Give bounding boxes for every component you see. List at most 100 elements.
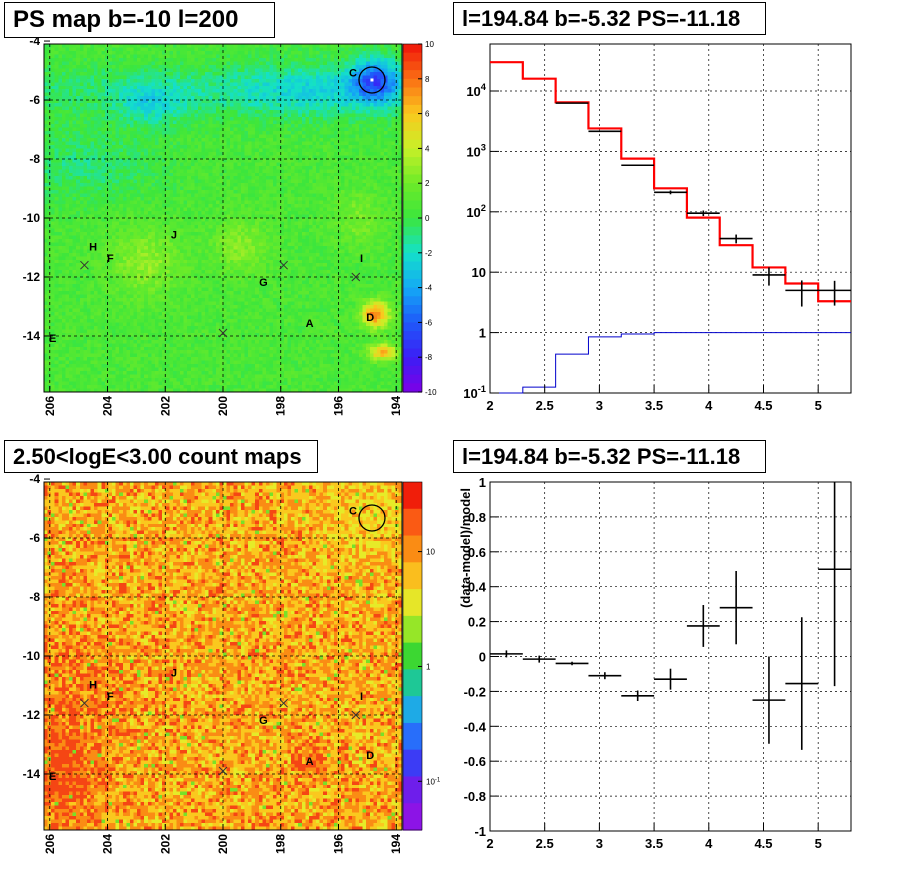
x-tick-label: 204 <box>101 396 115 416</box>
target-circle <box>358 504 386 532</box>
colorbar-label: -4 <box>425 284 433 293</box>
colorbar-cell <box>403 589 422 617</box>
colorbar-frame <box>402 43 423 393</box>
colorbar-cell <box>403 131 422 141</box>
colorbar-cell <box>403 374 422 384</box>
x-tick-label: 4.5 <box>754 836 772 851</box>
colorbar-cell <box>403 70 422 80</box>
x-tick-label: 206 <box>43 396 57 416</box>
colorbar-cell <box>403 270 422 280</box>
source-marker <box>351 710 361 720</box>
colorbar-label: 10-1 <box>426 777 441 786</box>
colorbar-cell <box>403 803 422 831</box>
y-tick-label: 0.8 <box>468 510 486 525</box>
colorbar-cell <box>403 44 422 54</box>
colorbar-cell <box>403 157 422 167</box>
y-tick-label: -12 <box>23 708 41 722</box>
colorbar-cell <box>403 296 422 306</box>
y-tick-label: 0.4 <box>468 580 487 595</box>
colorbar-cell <box>403 78 422 89</box>
y-tick-label: -0.6 <box>464 754 486 769</box>
count-map-title: 2.50<logE<3.00 count maps <box>4 440 318 473</box>
x-tick-label: 206 <box>43 834 57 854</box>
source-label: H <box>89 679 97 691</box>
colorbar-cell <box>403 122 422 132</box>
source-label: I <box>360 253 363 265</box>
source-marker <box>218 328 228 338</box>
y-axis-label: (data-model)/model <box>458 488 473 608</box>
source-marker <box>80 260 89 270</box>
source-label: G <box>259 277 268 289</box>
x-tick-label: 202 <box>158 834 172 854</box>
colorbar-cell <box>403 61 422 71</box>
colorbar-cell <box>403 313 422 323</box>
colorbar-cell <box>403 252 422 263</box>
y-tick-label: -6 <box>29 531 40 545</box>
colorbar-cell <box>403 562 422 590</box>
colorbar-cell <box>403 235 422 245</box>
y-tick-label: 0.2 <box>468 615 486 630</box>
y-tick-label: 0.6 <box>468 545 486 560</box>
x-tick-label: 4.5 <box>754 398 772 413</box>
colorbar-label: 6 <box>425 110 430 119</box>
x-tick-label: 194 <box>389 396 403 416</box>
y-tick-label: -4 <box>29 472 40 486</box>
x-tick-label: 2 <box>486 398 493 413</box>
colorbar-cell <box>403 139 422 149</box>
y-tick-label: 103 <box>466 143 486 160</box>
x-tick-label: 194 <box>389 834 403 854</box>
colorbar-cell <box>403 508 422 537</box>
colorbar-cell <box>403 357 422 367</box>
x-tick-label: 5 <box>815 836 822 851</box>
y-tick-label: 1 <box>479 475 486 490</box>
colorbar-label: -2 <box>425 249 433 258</box>
source-label: C <box>349 505 357 517</box>
residual-title: l=194.84 b=-5.32 PS=-11.18 <box>453 440 766 473</box>
colorbar-cell <box>403 322 422 332</box>
y-tick-label: -4 <box>29 34 40 48</box>
colorbar-cell <box>403 261 422 271</box>
colorbar-cell <box>403 482 422 510</box>
x-tick-label: 196 <box>331 396 345 416</box>
colorbar-cell <box>403 165 422 176</box>
y-tick-label: 1 <box>479 326 486 341</box>
y-tick-label: -14 <box>23 767 41 781</box>
colorbar-cell <box>403 96 422 106</box>
colorbar-label: -6 <box>425 318 433 327</box>
colorbar-cell <box>403 776 422 804</box>
x-tick-label: 198 <box>274 834 288 854</box>
x-tick-label: 4 <box>705 398 713 413</box>
y-tick-label: -1 <box>474 824 486 839</box>
x-tick-label: 2.5 <box>536 836 554 851</box>
y-tick-label: 0 <box>479 650 486 665</box>
x-tick-label: 3.5 <box>645 398 663 413</box>
x-tick-label: 202 <box>158 396 172 416</box>
y-tick-label: 10 <box>472 265 486 280</box>
y-tick-label: -6 <box>29 93 40 107</box>
model-histogram <box>490 61 851 303</box>
colorbar-cell <box>403 642 422 670</box>
colorbar-label: -10 <box>425 388 437 397</box>
colorbar-cell <box>403 183 422 193</box>
target-circle <box>358 66 386 94</box>
colorbar-cell <box>403 383 422 393</box>
x-tick-label: 3 <box>596 836 603 851</box>
source-label: J <box>171 230 177 242</box>
x-tick-label: 2.5 <box>536 398 554 413</box>
colorbar-label: 0 <box>425 214 430 223</box>
x-tick-label: 5 <box>815 398 822 413</box>
source-marker <box>80 698 89 708</box>
colorbar-label: 8 <box>425 75 430 84</box>
x-tick-label: 3 <box>596 398 603 413</box>
colorbar-cell <box>403 305 422 315</box>
source-label: E <box>49 771 56 783</box>
source-label: F <box>107 691 114 703</box>
y-tick-label: 104 <box>466 82 486 99</box>
source-marker <box>218 766 228 776</box>
source-label: F <box>107 253 114 265</box>
colorbar-cell <box>403 52 422 62</box>
colorbar-label: 2 <box>425 179 430 188</box>
x-tick-label: 198 <box>274 396 288 416</box>
x-tick-label: 200 <box>216 396 230 416</box>
source-label: D <box>366 750 374 762</box>
